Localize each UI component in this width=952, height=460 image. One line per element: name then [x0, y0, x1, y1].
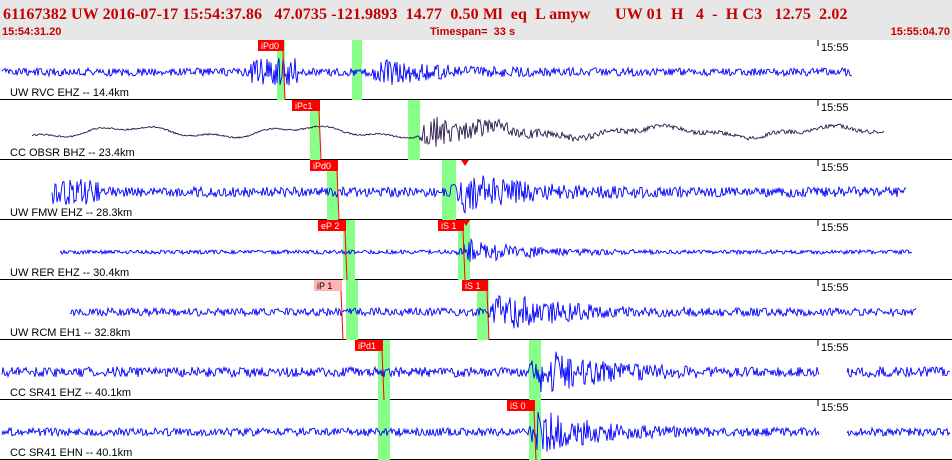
pick-label: iPc1	[295, 101, 313, 111]
pick-label-box[interactable]	[292, 100, 320, 111]
channel-row[interactable]: iPd0 15:55 UW FMW EHZ -- 28.3km	[0, 160, 952, 221]
pick-window	[378, 400, 390, 460]
seismic-trace[interactable]	[1, 411, 951, 452]
pick-window	[477, 280, 489, 340]
pick-label-box[interactable]	[355, 340, 383, 351]
channel-row[interactable]: iPd1 15:55 CC SR41 EHZ -- 40.1km	[0, 340, 952, 401]
pick-window	[442, 160, 456, 220]
timespan-readout: Timespan= 33 s	[430, 26, 516, 38]
pick-label-box[interactable]	[258, 40, 284, 51]
pick-line	[340, 290, 344, 341]
seismic-trace[interactable]	[70, 294, 917, 329]
pick-label-box[interactable]	[318, 220, 346, 231]
time-mark: 15:55	[821, 42, 849, 54]
seismic-trace[interactable]	[32, 116, 885, 147]
pick-line	[462, 230, 466, 281]
seismic-trace[interactable]	[59, 237, 913, 262]
time-mark: 15:55	[821, 222, 849, 234]
pick-label-box[interactable]	[310, 160, 338, 171]
time-mark: 15:55	[821, 402, 849, 414]
channel-label: UW RCM EH1 -- 32.8km	[10, 327, 130, 339]
seismic-trace[interactable]	[1, 58, 852, 86]
channel-row[interactable]: eP 2 iS 1 15:55 UW RER EHZ -- 30.4km	[0, 220, 952, 281]
pick-window	[327, 160, 338, 220]
pick-line	[336, 170, 340, 221]
pick-label: eP 2	[321, 221, 339, 231]
pick-label: iPd0	[313, 161, 331, 171]
event-header: 61167382 UW 2016-07-17 15:54:37.86 47.07…	[0, 0, 952, 40]
channel-row[interactable]: iS 0 15:55 CC SR41 EHN -- 40.1km	[0, 400, 952, 460]
pick-line	[282, 50, 286, 101]
pick-label: iPd1	[358, 341, 376, 351]
pick-line	[318, 110, 322, 161]
pick-label: iP 1	[317, 281, 332, 291]
channel-row[interactable]: iPd0 15:55 UW RVC EHZ -- 14.4km	[0, 40, 952, 101]
end-time: 15:55:04.70	[890, 26, 950, 38]
time-mark: 15:55	[821, 102, 849, 114]
pick-label-box[interactable]	[507, 400, 535, 411]
arrival-marker-icon	[461, 160, 469, 166]
channel-label: UW RVC EHZ -- 14.4km	[10, 87, 129, 99]
pick-window	[378, 340, 390, 400]
pick-label: iPd0	[261, 41, 279, 51]
pick-line	[381, 350, 385, 401]
pick-window	[277, 40, 285, 100]
time-mark: 15:55	[821, 162, 849, 174]
channel-row[interactable]: iPc1 15:55 CC OBSR BHZ -- 23.4km	[0, 100, 952, 161]
time-mark: 15:55	[821, 342, 849, 354]
channel-label: CC SR41 EHZ -- 40.1km	[10, 387, 131, 399]
start-time: 15:54:31.20	[2, 26, 62, 38]
pick-line	[486, 290, 490, 341]
pick-label-box[interactable]	[438, 220, 464, 231]
channel-label: UW FMW EHZ -- 28.3km	[10, 207, 132, 219]
pick-label-box[interactable]	[314, 280, 342, 291]
trace-panel[interactable]: iPd0 15:55 UW RVC EHZ -- 14.4km iPc1 15:55 CC…	[0, 40, 952, 460]
channel-row[interactable]: iP 1 iS 1 15:55 UW RCM EH1 -- 32.8km	[0, 280, 952, 341]
arrival-marker-icon	[462, 220, 470, 226]
pick-window	[310, 100, 320, 160]
seismic-trace[interactable]	[1, 351, 951, 393]
pick-label-box[interactable]	[462, 280, 488, 291]
channel-label: UW RER EHZ -- 30.4km	[10, 267, 129, 279]
channel-label: CC OBSR BHZ -- 23.4km	[10, 147, 135, 159]
event-summary-line: 61167382 UW 2016-07-17 15:54:37.86 47.07…	[3, 6, 848, 23]
channel-label: CC SR41 EHN -- 40.1km	[10, 447, 132, 459]
pick-label: iS 1	[441, 221, 457, 231]
seismic-trace[interactable]	[51, 175, 907, 215]
pick-label: iS 0	[510, 401, 526, 411]
pick-line	[533, 410, 537, 460]
pick-window	[408, 100, 420, 160]
pick-label: iS 1	[465, 281, 481, 291]
pick-line	[344, 230, 348, 281]
time-mark: 15:55	[821, 282, 849, 294]
